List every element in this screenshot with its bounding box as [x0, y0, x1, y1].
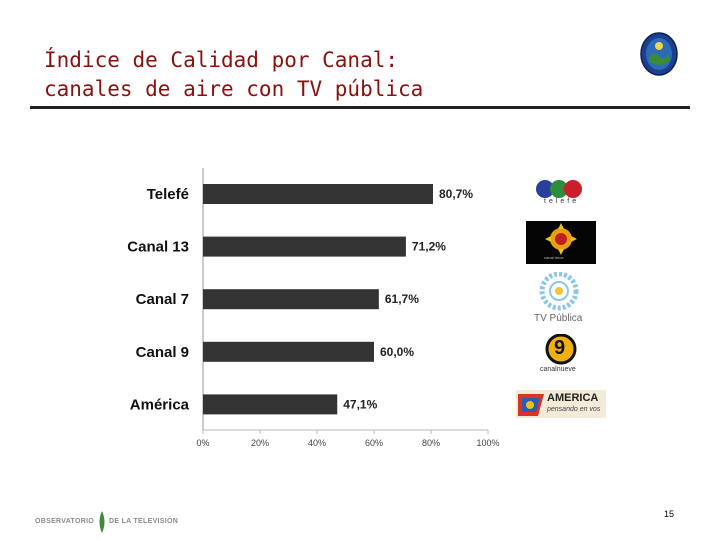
- category-label: América: [130, 396, 190, 413]
- canal9-logo: 9 canalnueve: [535, 333, 587, 378]
- footer-logo-left: OBSERVATORIO: [35, 518, 95, 525]
- category-label: Canal 9: [136, 344, 189, 361]
- category-label: Telefé: [147, 186, 189, 203]
- footer-leaf-icon: [99, 511, 105, 533]
- x-tick-label: 60%: [365, 438, 383, 448]
- bar: [203, 289, 379, 310]
- quality-index-chart: Telefé 80,7% Canal 13 71,2% Canal 7 61,7% Cana…: [127, 168, 500, 448]
- page-number: 15: [664, 509, 675, 519]
- x-tick-label: 0%: [196, 438, 209, 448]
- title-line-1: Índice de Calidad por Canal:: [44, 48, 399, 72]
- bar: [203, 184, 433, 204]
- canal13-sun-icon: [545, 223, 577, 255]
- tv-publica-logo-text: TV Pública: [534, 313, 583, 324]
- telefe-spheres-icon: [536, 180, 582, 198]
- x-tick-label: 80%: [422, 438, 440, 448]
- x-tick-label: 100%: [476, 438, 499, 448]
- america-logo-tagline: pensando en vos: [547, 406, 601, 413]
- x-tick-label: 20%: [251, 438, 269, 448]
- america-banner-icon: [516, 390, 606, 418]
- footer-logo-right: DE LA TELEVISIÓN: [109, 518, 179, 525]
- canal9-logo-text: canalnueve: [540, 366, 576, 373]
- data-label: 60,0%: [380, 345, 414, 359]
- tv-publica-logo: TV Pública: [528, 271, 590, 328]
- tv-publica-rosette-icon: [539, 271, 579, 311]
- x-tick-label: 40%: [308, 438, 326, 448]
- bar: [203, 394, 338, 415]
- bar: [203, 341, 374, 362]
- america-logo-text: AMERICA: [547, 392, 599, 404]
- data-label: 80,7%: [439, 187, 473, 201]
- title-divider: [30, 106, 690, 109]
- category-label: Canal 13: [127, 239, 189, 256]
- bar: [203, 236, 406, 257]
- canal9-circle-icon: [545, 333, 577, 365]
- canal13-logo: canal trece: [526, 221, 596, 264]
- title-line-2: canales de aire con TV pública: [44, 77, 424, 101]
- telefe-logo: telefe: [528, 176, 590, 210]
- data-label: 61,7%: [385, 292, 419, 306]
- category-label: Canal 7: [136, 291, 189, 308]
- institution-emblem-icon: [640, 32, 678, 76]
- canal9-digit: 9: [554, 337, 566, 359]
- telefe-logo-text: telefe: [544, 198, 580, 205]
- data-label: 47,1%: [343, 397, 377, 411]
- page-title: Índice de Calidad por Canal: canales de …: [44, 46, 423, 104]
- canal13-logo-text: canal trece: [544, 255, 564, 260]
- america-logo: AMERICA pensando en vos: [516, 390, 606, 418]
- data-label: 71,2%: [412, 240, 446, 254]
